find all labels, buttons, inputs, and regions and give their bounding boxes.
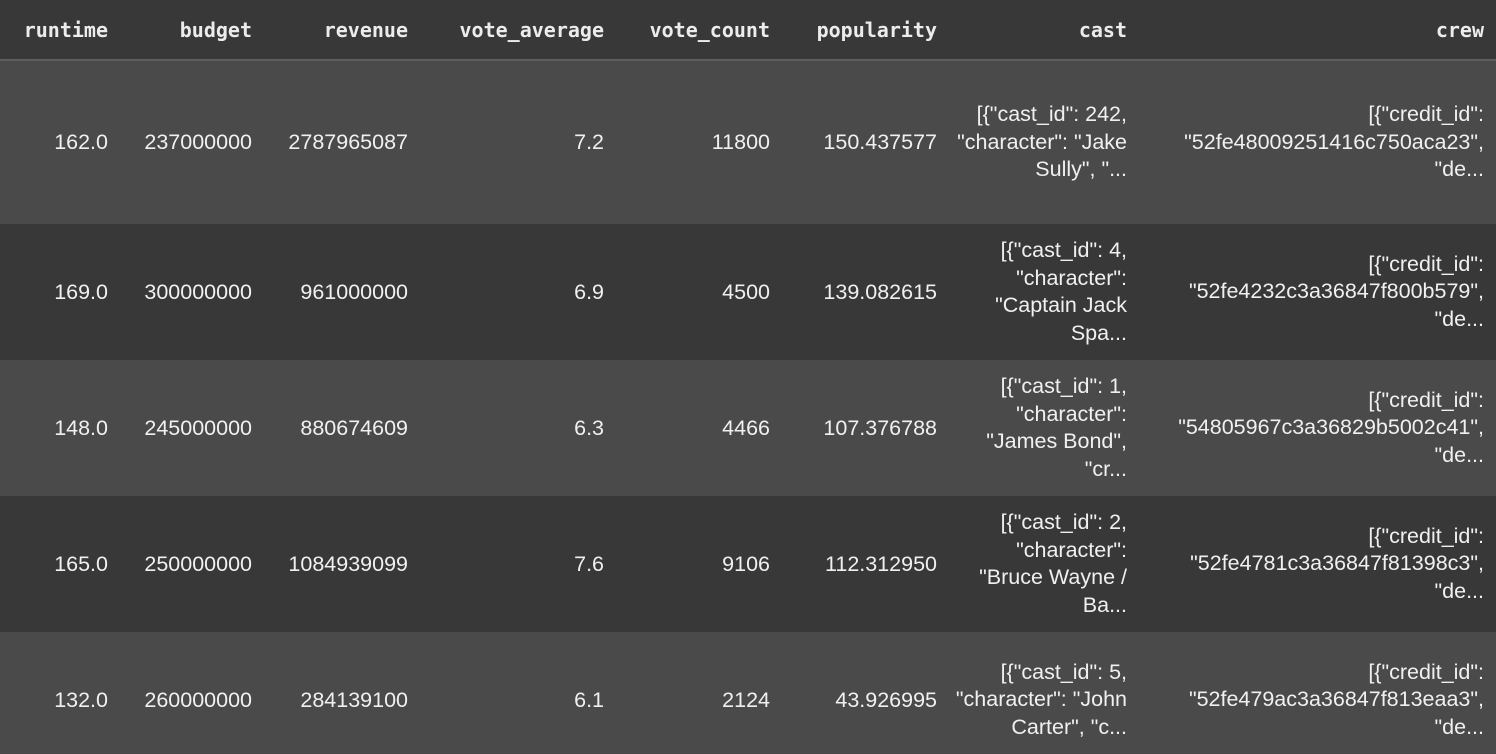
cell-popularity: 150.437577 (823, 130, 937, 154)
cell-revenue: 284139100 (300, 687, 408, 712)
cell-vote-average: 7.6 (574, 551, 604, 576)
cell-crew: [{"credit_id": "52fe4232c3a36847f800b579… (1188, 251, 1484, 331)
table-row: 162.0 237000000 2787965087 7.2 11800 150… (0, 60, 1496, 224)
column-header-vote-count: vote_count (616, 0, 782, 61)
cell-vote-count: 4466 (722, 415, 770, 440)
table-body: 162.0 237000000 2787965087 7.2 11800 150… (0, 60, 1496, 754)
table-row: 165.0 250000000 1084939099 7.6 9106 112.… (0, 496, 1496, 632)
cell-cast: [{"cast_id": 2, "character": "Bruce Wayn… (979, 510, 1127, 617)
header-row: runtime budget revenue vote_average vote… (0, 0, 1496, 61)
cell-runtime: 162.0 (54, 130, 108, 154)
table-row: 148.0 245000000 880674609 6.3 4466 107.3… (0, 360, 1496, 496)
cell-vote-average: 6.9 (574, 279, 604, 304)
cell-runtime: 169.0 (54, 279, 108, 304)
table-row: 132.0 260000000 284139100 6.1 2124 43.92… (0, 632, 1496, 754)
cell-vote-count: 9106 (722, 551, 770, 576)
cell-vote-count: 2124 (722, 687, 770, 712)
column-header-cast: cast (949, 0, 1139, 61)
cell-crew: [{"credit_id": "52fe48009251416c750aca23… (1184, 102, 1484, 182)
cell-cast: [{"cast_id": 5, "character": "John Carte… (955, 659, 1127, 739)
cell-budget: 260000000 (144, 687, 252, 712)
column-header-crew: crew (1139, 0, 1496, 61)
column-header-vote-average: vote_average (420, 0, 616, 61)
cell-popularity: 107.376788 (823, 415, 937, 440)
cell-crew: [{"credit_id": "52fe4781c3a36847f81398c3… (1190, 523, 1484, 603)
cell-budget: 300000000 (144, 279, 252, 304)
cell-crew: [{"credit_id": "52fe479ac3a36847f813eaa3… (1188, 659, 1484, 739)
cell-runtime: 148.0 (54, 415, 108, 440)
column-header-runtime: runtime (0, 0, 120, 61)
cell-revenue: 880674609 (300, 415, 408, 440)
cell-vote-average: 6.1 (574, 687, 604, 712)
cell-popularity: 43.926995 (835, 687, 937, 712)
cell-revenue: 2787965087 (288, 130, 408, 154)
cell-cast: [{"cast_id": 242, "character": "Jake Sul… (957, 102, 1127, 182)
column-header-popularity: popularity (782, 0, 949, 61)
cell-revenue: 1084939099 (288, 551, 408, 576)
cell-runtime: 165.0 (54, 551, 108, 576)
cell-cast: [{"cast_id": 4, "character": "Captain Ja… (995, 238, 1127, 345)
cell-vote-count: 11800 (711, 130, 770, 154)
table-header: runtime budget revenue vote_average vote… (0, 0, 1496, 61)
cell-budget: 237000000 (144, 130, 252, 154)
cell-crew: [{"credit_id": "54805967c3a36829b5002c41… (1178, 387, 1484, 467)
column-header-budget: budget (120, 0, 264, 61)
cell-revenue: 961000000 (300, 279, 408, 304)
cell-runtime: 132.0 (54, 687, 108, 712)
cell-popularity: 139.082615 (823, 279, 937, 304)
cell-budget: 245000000 (144, 415, 252, 440)
cell-vote-count: 4500 (722, 279, 770, 304)
cell-budget: 250000000 (144, 551, 252, 576)
cell-popularity: 112.312950 (825, 551, 937, 576)
cell-cast: [{"cast_id": 1, "character": "James Bond… (986, 374, 1127, 481)
cell-vote-average: 6.3 (574, 415, 604, 440)
cell-vote-average: 7.2 (574, 130, 604, 154)
column-header-revenue: revenue (264, 0, 420, 61)
table-row: 169.0 300000000 961000000 6.9 4500 139.0… (0, 224, 1496, 360)
